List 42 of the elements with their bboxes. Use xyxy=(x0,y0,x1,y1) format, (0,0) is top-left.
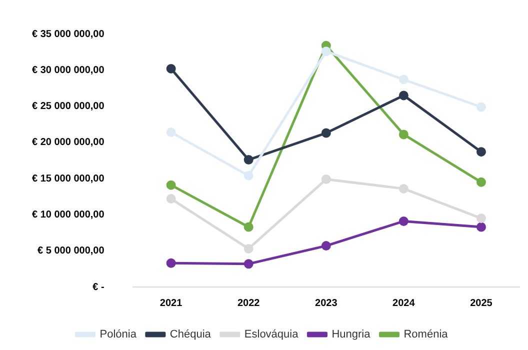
y-tick-label: € 5 000 000,00 xyxy=(38,246,105,257)
point xyxy=(476,177,486,187)
y-tick-label: € 10 000 000,00 xyxy=(32,209,105,220)
point xyxy=(244,155,254,165)
y-tick-label: € 30 000 000,00 xyxy=(32,64,105,76)
point xyxy=(321,46,331,56)
legend-label: Eslováquia xyxy=(244,328,300,341)
point xyxy=(476,147,486,157)
point xyxy=(398,130,408,140)
x-tick-label: 2024 xyxy=(392,298,416,309)
point xyxy=(398,216,408,226)
point xyxy=(476,102,486,112)
point xyxy=(321,128,331,138)
point xyxy=(398,74,408,84)
point xyxy=(244,259,254,269)
point xyxy=(166,194,176,204)
legend-label: Hungria xyxy=(332,328,372,341)
y-tick-label: € 35 000 000,00 xyxy=(32,28,105,40)
x-tick-label: 2023 xyxy=(315,298,338,309)
x-tick-label: 2025 xyxy=(470,298,493,309)
point xyxy=(166,64,176,74)
legend-label: Polónia xyxy=(100,328,138,341)
x-tick-label: 2022 xyxy=(237,298,260,309)
point xyxy=(166,128,176,138)
point xyxy=(166,258,176,268)
point xyxy=(321,241,331,251)
legend-label: Chéquia xyxy=(170,328,212,341)
point xyxy=(244,222,254,232)
point xyxy=(476,222,486,232)
y-tick-label: € 20 000 000,00 xyxy=(32,137,105,148)
point xyxy=(321,174,331,184)
legend-label: Roménia xyxy=(404,328,449,341)
point xyxy=(476,214,486,224)
y-tick-label: € - xyxy=(92,282,104,293)
point xyxy=(398,184,408,194)
point xyxy=(398,90,408,100)
y-tick-label: € 25 000 000,00 xyxy=(32,101,105,112)
point xyxy=(244,244,254,254)
point xyxy=(166,180,176,190)
x-tick-label: 2021 xyxy=(160,298,183,309)
y-tick-label: € 15 000 000,00 xyxy=(32,173,105,184)
point xyxy=(244,170,254,180)
